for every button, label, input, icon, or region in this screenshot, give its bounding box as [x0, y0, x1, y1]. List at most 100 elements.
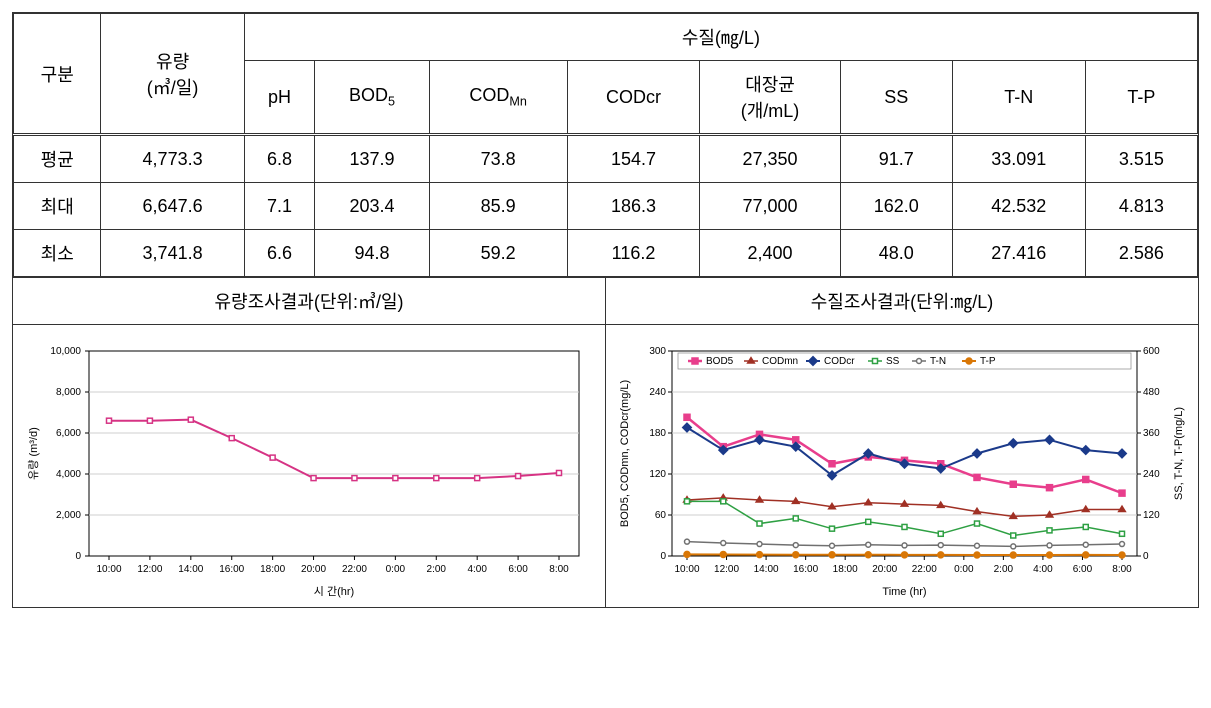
svg-text:시 간(hr): 시 간(hr) — [314, 585, 354, 598]
svg-text:CODmn: CODmn — [762, 356, 798, 367]
row-val: 42.532 — [952, 183, 1085, 230]
svg-text:4:00: 4:00 — [467, 564, 487, 575]
row-val: 162.0 — [840, 183, 952, 230]
row-val: 2,400 — [700, 230, 840, 277]
row-flow: 3,741.8 — [101, 230, 244, 277]
chart-flow-body: 0 2,000 4,000 6,000 8,000 10,000 10:00 12:00 14:… — [13, 325, 605, 607]
svg-text:CODcr: CODcr — [824, 356, 855, 367]
svg-text:유량 (m³/d): 유량 (m³/d) — [27, 427, 40, 480]
col-quality: BOD5 — [315, 61, 429, 135]
svg-text:300: 300 — [649, 346, 666, 357]
svg-text:16:00: 16:00 — [793, 564, 818, 575]
svg-text:0: 0 — [1143, 551, 1149, 562]
row-val: 186.3 — [567, 183, 700, 230]
svg-text:480: 480 — [1143, 387, 1160, 398]
svg-text:240: 240 — [1143, 469, 1160, 480]
svg-text:18:00: 18:00 — [833, 564, 858, 575]
chart-flow-svg: 0 2,000 4,000 6,000 8,000 10,000 10:00 12:00 14:… — [19, 331, 599, 601]
row-val: 48.0 — [840, 230, 952, 277]
col-category: 구분 — [14, 14, 101, 135]
svg-text:T-N: T-N — [930, 356, 946, 367]
svg-text:240: 240 — [649, 387, 666, 398]
svg-text:8:00: 8:00 — [1112, 564, 1132, 575]
svg-text:T-P: T-P — [980, 356, 996, 367]
svg-text:12:00: 12:00 — [137, 564, 162, 575]
col-quality: pH — [244, 61, 315, 135]
row-val: 7.1 — [244, 183, 315, 230]
report-frame: 구분 유량 (㎥/일) 수질(㎎/L) pHBOD5CODMnCODcr대장균(… — [12, 12, 1199, 608]
row-val: 154.7 — [567, 135, 700, 183]
svg-text:12:00: 12:00 — [714, 564, 739, 575]
svg-text:2:00: 2:00 — [994, 564, 1014, 575]
row-val: 77,000 — [700, 183, 840, 230]
svg-text:14:00: 14:00 — [178, 564, 203, 575]
chart-flow-cell: 유량조사결과(단위:㎥/일) 0 2,000 4,000 6,000 8,000 10,0… — [13, 278, 606, 607]
svg-text:BOD5: BOD5 — [706, 356, 734, 367]
svg-text:4,000: 4,000 — [56, 469, 81, 480]
svg-text:20:00: 20:00 — [872, 564, 897, 575]
svg-text:10:00: 10:00 — [674, 564, 699, 575]
col-quality-group: 수질(㎎/L) — [244, 14, 1197, 61]
summary-table: 구분 유량 (㎥/일) 수질(㎎/L) pHBOD5CODMnCODcr대장균(… — [13, 13, 1198, 277]
row-val: 2.586 — [1085, 230, 1197, 277]
row-flow: 6,647.6 — [101, 183, 244, 230]
svg-text:6:00: 6:00 — [1073, 564, 1093, 575]
svg-text:8:00: 8:00 — [549, 564, 569, 575]
svg-text:SS: SS — [886, 356, 900, 367]
row-val: 27,350 — [700, 135, 840, 183]
row-val: 6.6 — [244, 230, 315, 277]
row-val: 33.091 — [952, 135, 1085, 183]
svg-text:10,000: 10,000 — [50, 346, 81, 357]
col-quality: CODcr — [567, 61, 700, 135]
col-quality: 대장균(개/mL) — [700, 61, 840, 135]
row-val: 73.8 — [429, 135, 567, 183]
svg-text:Time (hr): Time (hr) — [882, 586, 926, 598]
row-val: 91.7 — [840, 135, 952, 183]
svg-text:60: 60 — [655, 510, 667, 521]
svg-text:8,000: 8,000 — [56, 387, 81, 398]
svg-text:6,000: 6,000 — [56, 428, 81, 439]
col-quality: T-P — [1085, 61, 1197, 135]
svg-text:10:00: 10:00 — [96, 564, 121, 575]
svg-text:2:00: 2:00 — [427, 564, 447, 575]
svg-text:2,000: 2,000 — [56, 510, 81, 521]
row-label: 최소 — [14, 230, 101, 277]
row-label: 평균 — [14, 135, 101, 183]
row-val: 137.9 — [315, 135, 429, 183]
chart-quality-body: 0 60 120 180 240 300 0 120 240 360 480 600 10:00 12:0… — [606, 325, 1198, 607]
row-val: 3.515 — [1085, 135, 1197, 183]
svg-text:14:00: 14:00 — [754, 564, 779, 575]
svg-text:120: 120 — [649, 469, 666, 480]
chart-quality-cell: 수질조사결과(단위:㎎/L) 0601201802403000120240360… — [606, 278, 1198, 607]
svg-text:22:00: 22:00 — [342, 564, 367, 575]
svg-text:BOD5, CODmn, CODcr(mg/L): BOD5, CODmn, CODcr(mg/L) — [619, 380, 631, 527]
svg-text:0: 0 — [75, 551, 81, 562]
row-val: 4.813 — [1085, 183, 1197, 230]
svg-text:20:00: 20:00 — [301, 564, 326, 575]
svg-text:16:00: 16:00 — [219, 564, 244, 575]
svg-text:0:00: 0:00 — [386, 564, 406, 575]
row-val: 6.8 — [244, 135, 315, 183]
row-val: 27.416 — [952, 230, 1085, 277]
svg-text:180: 180 — [649, 428, 666, 439]
row-val: 94.8 — [315, 230, 429, 277]
chart-titles-row: 유량조사결과(단위:㎥/일) 0 2,000 4,000 6,000 8,000 10,0… — [13, 277, 1198, 607]
row-val: 116.2 — [567, 230, 700, 277]
row-flow: 4,773.3 — [101, 135, 244, 183]
svg-text:0: 0 — [660, 551, 666, 562]
chart-flow-title: 유량조사결과(단위:㎥/일) — [13, 278, 605, 325]
row-label: 최대 — [14, 183, 101, 230]
svg-text:600: 600 — [1143, 346, 1160, 357]
svg-text:360: 360 — [1143, 428, 1160, 439]
svg-text:4:00: 4:00 — [1033, 564, 1053, 575]
chart-quality-svg: 0 60 120 180 240 300 0 120 240 360 480 600 10:00 12:0… — [612, 331, 1192, 601]
col-quality: SS — [840, 61, 952, 135]
svg-text:6:00: 6:00 — [508, 564, 528, 575]
svg-text:18:00: 18:00 — [260, 564, 285, 575]
svg-text:SS, T-N, T-P(mg/L): SS, T-N, T-P(mg/L) — [1173, 407, 1185, 500]
row-val: 59.2 — [429, 230, 567, 277]
svg-text:22:00: 22:00 — [912, 564, 937, 575]
col-flow: 유량 (㎥/일) — [101, 14, 244, 135]
svg-text:120: 120 — [1143, 510, 1160, 521]
col-quality: CODMn — [429, 61, 567, 135]
